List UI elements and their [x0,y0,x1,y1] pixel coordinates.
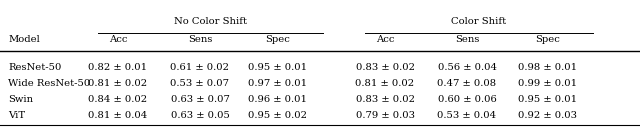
Text: 0.95 ± 0.01: 0.95 ± 0.01 [518,95,577,103]
Text: 0.63 ± 0.07: 0.63 ± 0.07 [171,95,229,103]
Text: 0.53 ± 0.04: 0.53 ± 0.04 [437,110,497,120]
Text: Wide ResNet-50: Wide ResNet-50 [8,78,90,87]
Text: 0.53 ± 0.07: 0.53 ± 0.07 [170,78,230,87]
Text: 0.82 ± 0.01: 0.82 ± 0.01 [88,63,148,72]
Text: 0.63 ± 0.05: 0.63 ± 0.05 [171,110,229,120]
Text: 0.81 ± 0.02: 0.81 ± 0.02 [88,78,148,87]
Text: 0.98 ± 0.01: 0.98 ± 0.01 [518,63,577,72]
Text: Model: Model [8,35,40,44]
Text: 0.61 ± 0.02: 0.61 ± 0.02 [170,63,230,72]
Text: 0.97 ± 0.01: 0.97 ± 0.01 [248,78,308,87]
Text: 0.83 ± 0.02: 0.83 ± 0.02 [355,95,415,103]
Text: Sens: Sens [188,35,212,44]
Text: Swin: Swin [8,95,33,103]
Text: Acc: Acc [376,35,394,44]
Text: Color Shift: Color Shift [451,18,507,27]
Text: 0.99 ± 0.01: 0.99 ± 0.01 [518,78,577,87]
Text: 0.96 ± 0.01: 0.96 ± 0.01 [248,95,307,103]
Text: 0.83 ± 0.02: 0.83 ± 0.02 [355,63,415,72]
Text: Spec: Spec [536,35,561,44]
Text: 0.81 ± 0.04: 0.81 ± 0.04 [88,110,148,120]
Text: Spec: Spec [266,35,291,44]
Text: Sens: Sens [455,35,479,44]
Text: 0.56 ± 0.04: 0.56 ± 0.04 [438,63,497,72]
Text: ResNet-50: ResNet-50 [8,63,61,72]
Text: ViT: ViT [8,110,25,120]
Text: 0.47 ± 0.08: 0.47 ± 0.08 [437,78,497,87]
Text: 0.79 ± 0.03: 0.79 ± 0.03 [355,110,415,120]
Text: 0.60 ± 0.06: 0.60 ± 0.06 [438,95,497,103]
Text: 0.95 ± 0.02: 0.95 ± 0.02 [248,110,307,120]
Text: 0.84 ± 0.02: 0.84 ± 0.02 [88,95,148,103]
Text: 0.95 ± 0.01: 0.95 ± 0.01 [248,63,308,72]
Text: 0.92 ± 0.03: 0.92 ± 0.03 [518,110,577,120]
Text: 0.81 ± 0.02: 0.81 ± 0.02 [355,78,415,87]
Text: No Color Shift: No Color Shift [174,18,247,27]
Text: Acc: Acc [109,35,127,44]
